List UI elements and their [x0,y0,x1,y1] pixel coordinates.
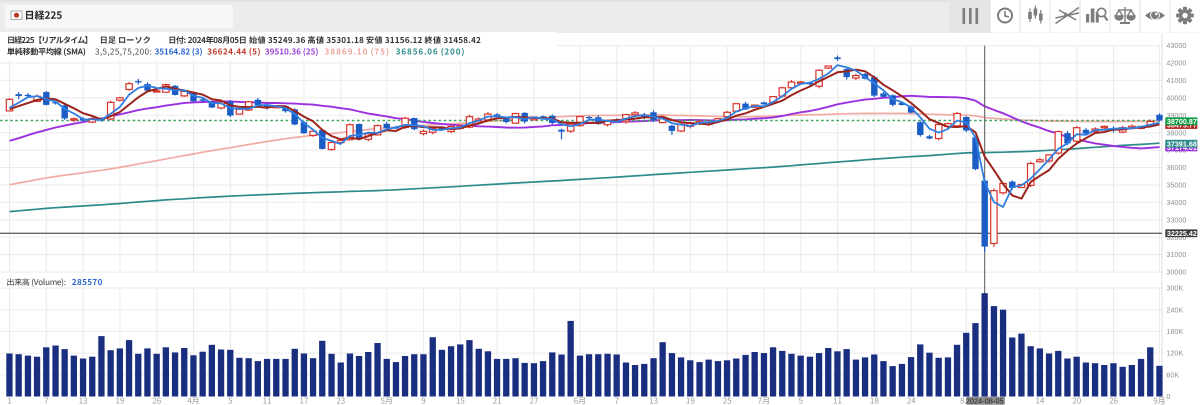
svg-text:43000: 43000 [1166,41,1186,50]
svg-text:180K: 180K [1166,327,1183,336]
svg-text:300K: 300K [1166,284,1183,293]
svg-text:31000: 31000 [1166,250,1186,259]
svg-text:32000: 32000 [1166,233,1186,242]
svg-text:42000: 42000 [1166,59,1186,68]
svg-text:0: 0 [1166,392,1170,401]
svg-text:60K: 60K [1166,370,1179,379]
svg-text:36000: 36000 [1166,163,1186,172]
svg-text:38000: 38000 [1166,128,1186,137]
svg-text:41000: 41000 [1166,76,1186,85]
svg-text:32225.42: 32225.42 [1167,229,1197,238]
svg-text:240K: 240K [1166,305,1183,314]
svg-text:35000: 35000 [1166,181,1186,190]
svg-text:40000: 40000 [1166,94,1186,103]
svg-text:120K: 120K [1166,349,1183,358]
svg-text:33000: 33000 [1166,215,1186,224]
svg-text:30000: 30000 [1166,268,1186,277]
svg-text:2024-08-05: 2024-08-05 [966,396,1004,405]
svg-text:38700.87: 38700.87 [1167,117,1197,126]
svg-text:34000: 34000 [1166,198,1186,207]
svg-text:37391.68: 37391.68 [1167,139,1197,148]
svg-text:39000: 39000 [1166,111,1186,120]
